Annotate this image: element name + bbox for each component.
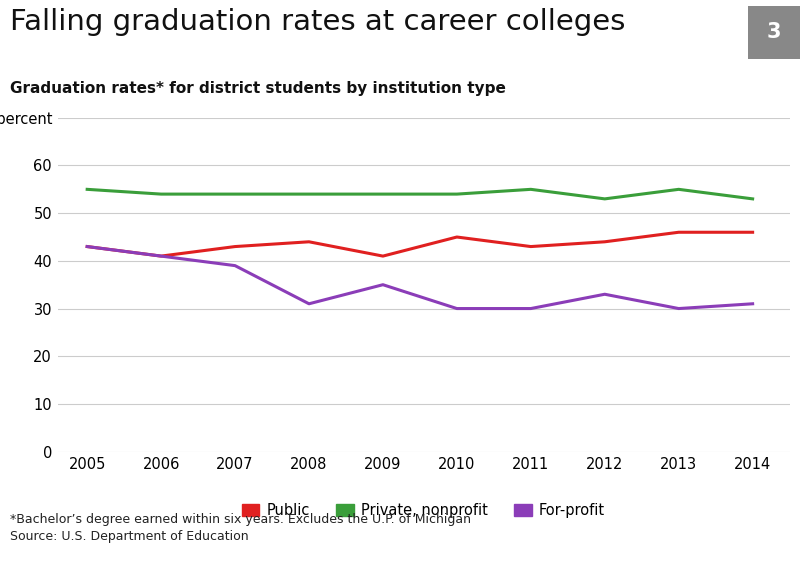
Text: 3: 3: [766, 22, 782, 42]
Text: Falling graduation rates at career colleges: Falling graduation rates at career colle…: [10, 8, 625, 36]
Legend: Public, Private, nonprofit, For-profit: Public, Private, nonprofit, For-profit: [236, 497, 611, 524]
Text: Source: U.S. Department of Education: Source: U.S. Department of Education: [10, 530, 248, 543]
Text: Graduation rates* for district students by institution type: Graduation rates* for district students …: [10, 81, 506, 96]
Text: *Bachelor’s degree earned within six years. Excludes the U.P. of Michigan: *Bachelor’s degree earned within six yea…: [10, 513, 470, 526]
